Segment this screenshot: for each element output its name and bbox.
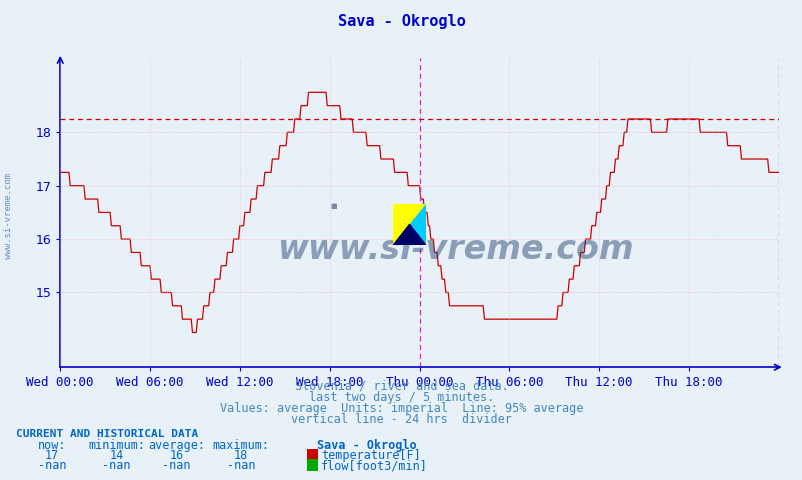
Text: temperature[F]: temperature[F] [321,448,420,462]
Text: 18: 18 [233,448,248,462]
Polygon shape [393,204,425,245]
Text: minimum:: minimum: [88,439,144,452]
Text: Slovenia / river and sea data.: Slovenia / river and sea data. [294,380,508,393]
Polygon shape [393,225,425,245]
Text: flow[foot3/min]: flow[foot3/min] [321,459,427,472]
Text: Sava - Okroglo: Sava - Okroglo [317,439,416,452]
Polygon shape [393,204,425,245]
Text: vertical line - 24 hrs  divider: vertical line - 24 hrs divider [290,413,512,426]
Text: -nan: -nan [102,459,131,472]
Text: ■: ■ [330,203,336,209]
Text: last two days / 5 minutes.: last two days / 5 minutes. [309,391,493,404]
Text: CURRENT AND HISTORICAL DATA: CURRENT AND HISTORICAL DATA [16,430,198,439]
Text: Values: average  Units: imperial  Line: 95% average: Values: average Units: imperial Line: 95… [220,402,582,415]
Text: www.si-vreme.com: www.si-vreme.com [3,173,13,259]
Text: maximum:: maximum: [213,439,269,452]
Text: 16: 16 [169,448,184,462]
Text: now:: now: [38,439,67,452]
Text: -nan: -nan [226,459,255,472]
Text: www.si-vreme.com: www.si-vreme.com [277,233,633,266]
Text: Sava - Okroglo: Sava - Okroglo [337,14,465,29]
Text: -nan: -nan [38,459,67,472]
Text: -nan: -nan [162,459,191,472]
Text: average:: average: [148,439,205,452]
Text: 17: 17 [45,448,59,462]
Text: 14: 14 [109,448,124,462]
